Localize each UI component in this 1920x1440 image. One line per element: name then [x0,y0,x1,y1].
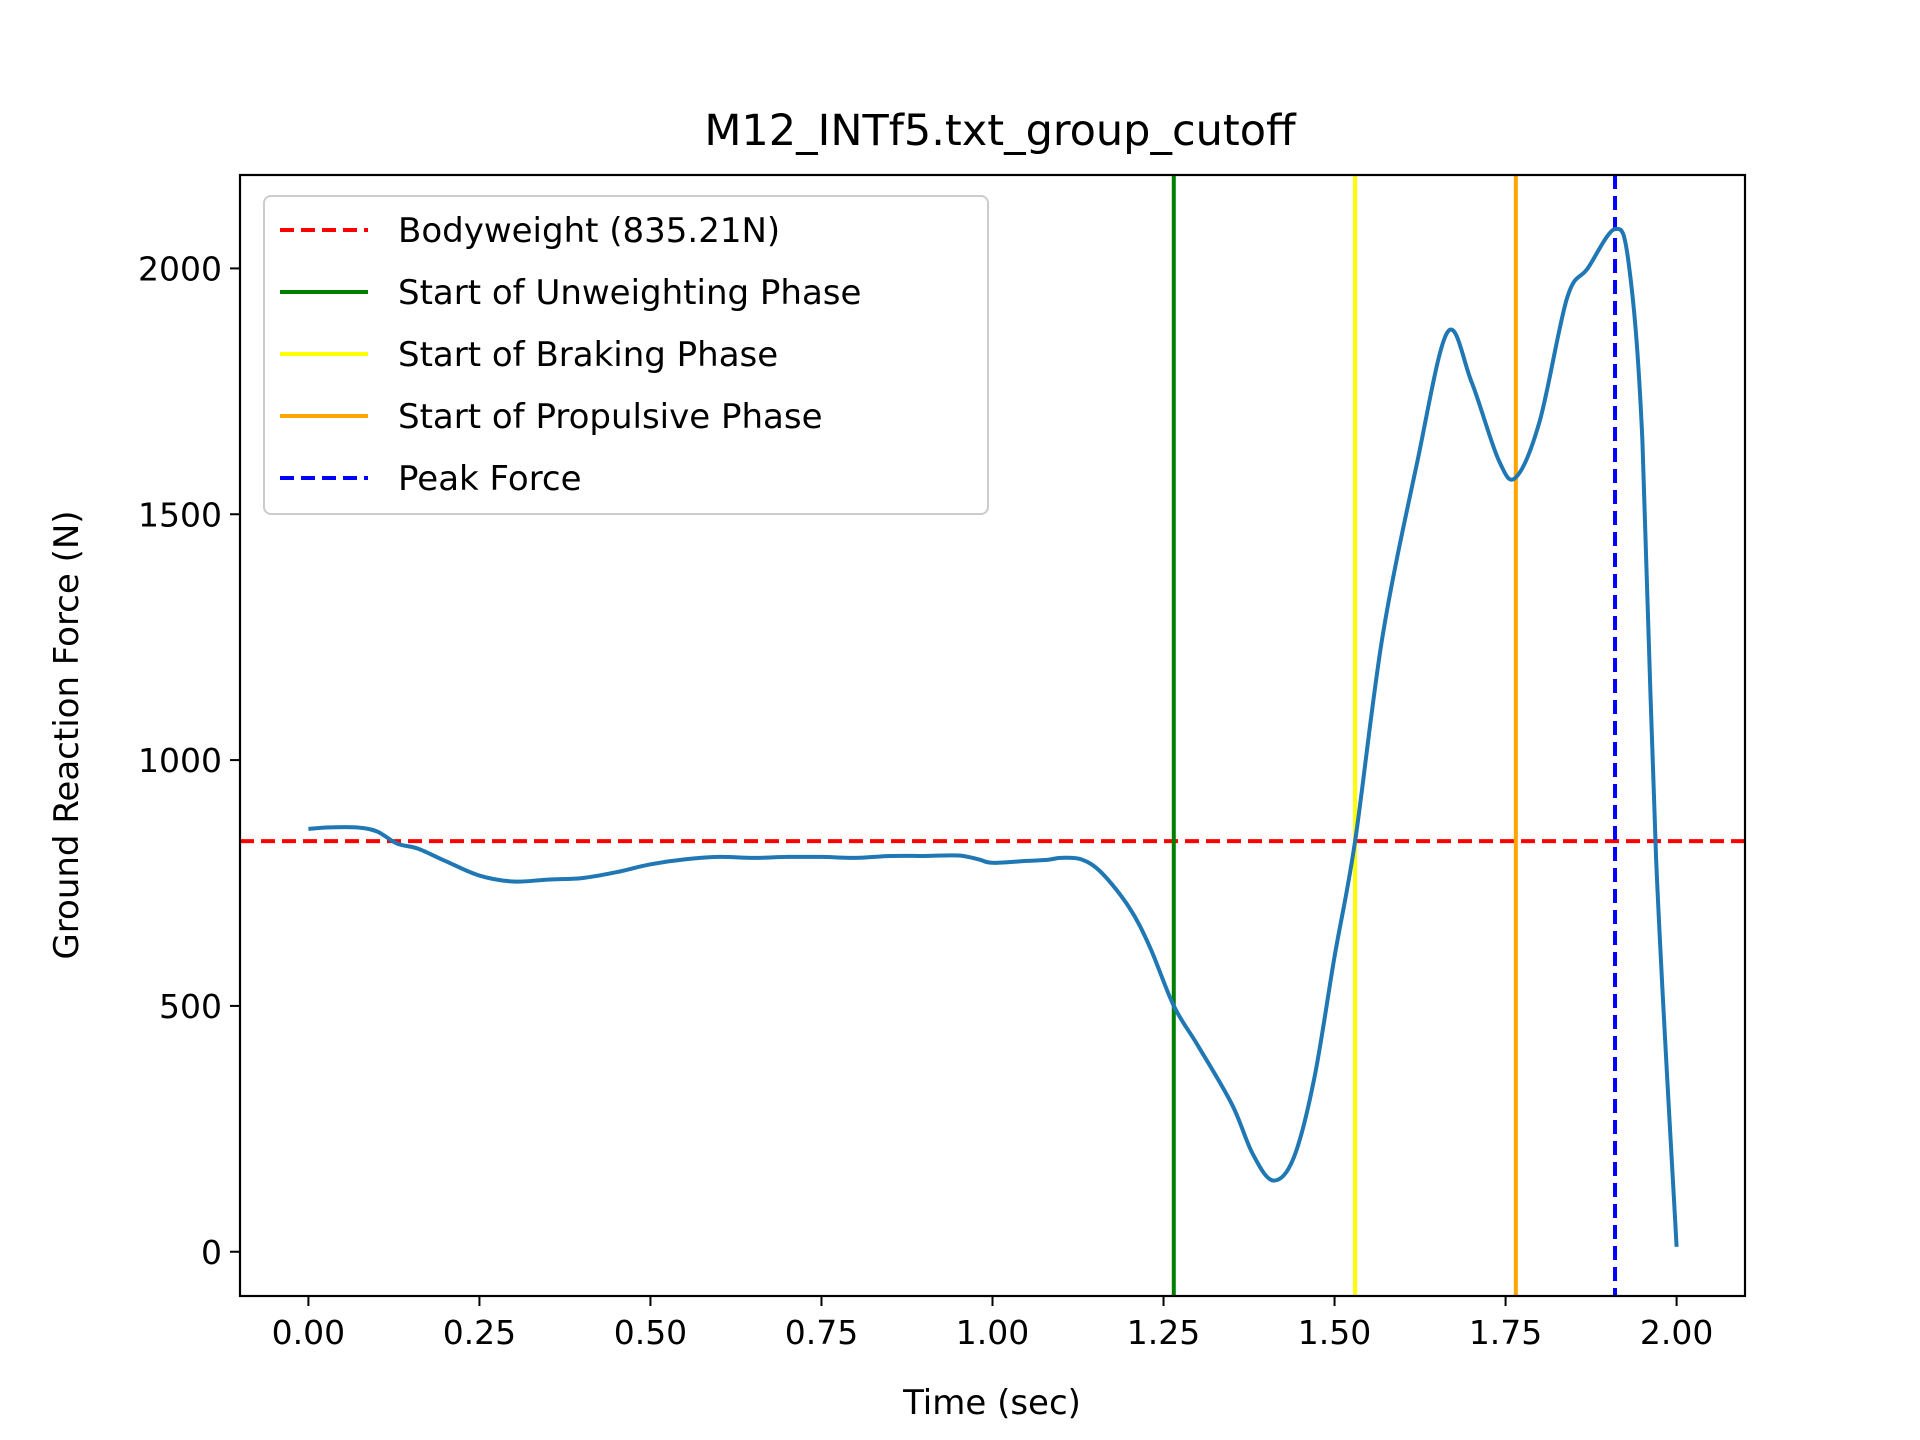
y-tick-label: 1500 [138,495,222,534]
y-tick-label: 1000 [138,741,222,780]
x-tick-label: 0.25 [443,1313,516,1352]
chart-title: M12_INTf5.txt_group_cutoff [704,106,1297,156]
x-tick-label: 0.50 [614,1313,687,1352]
x-axis: 0.00 0.25 0.50 0.75 1.00 1.25 1.50 1.75 2.00 [272,1296,1713,1352]
x-tick-label: 0.75 [785,1313,858,1352]
x-tick-label: 2.00 [1640,1313,1713,1352]
plot-area [240,175,1745,1296]
x-tick-label: 1.00 [956,1313,1029,1352]
legend-frame [263,195,989,515]
x-tick-label: 1.75 [1469,1313,1542,1352]
legend-label-3: Start of Braking Phase [398,335,778,375]
legend-label-4: Start of Propulsive Phase [398,397,823,437]
x-tick-label: 0.00 [272,1313,345,1352]
y-tick-label: 2000 [138,249,222,288]
legend-label-1: Bodyweight (835.21N) [398,211,780,251]
legend-label-5: Peak Force [398,459,582,499]
legend-label-2: Start of Unweighting Phase [398,273,861,313]
x-tick-label: 1.50 [1298,1313,1371,1352]
x-tick-label: 1.25 [1127,1313,1200,1352]
series-line-1 [308,226,1679,1247]
y-tick-label: 0 [201,1233,222,1272]
x-axis-label: Time (sec) [902,1383,1081,1423]
y-axis: 0 500 1000 1500 2000 [138,249,240,1272]
legend: Bodyweight (835.21N) Start of Unweighting… [263,195,989,515]
y-tick-label: 500 [159,987,222,1026]
y-axis-label: Ground Reaction Force (N) [47,510,87,959]
